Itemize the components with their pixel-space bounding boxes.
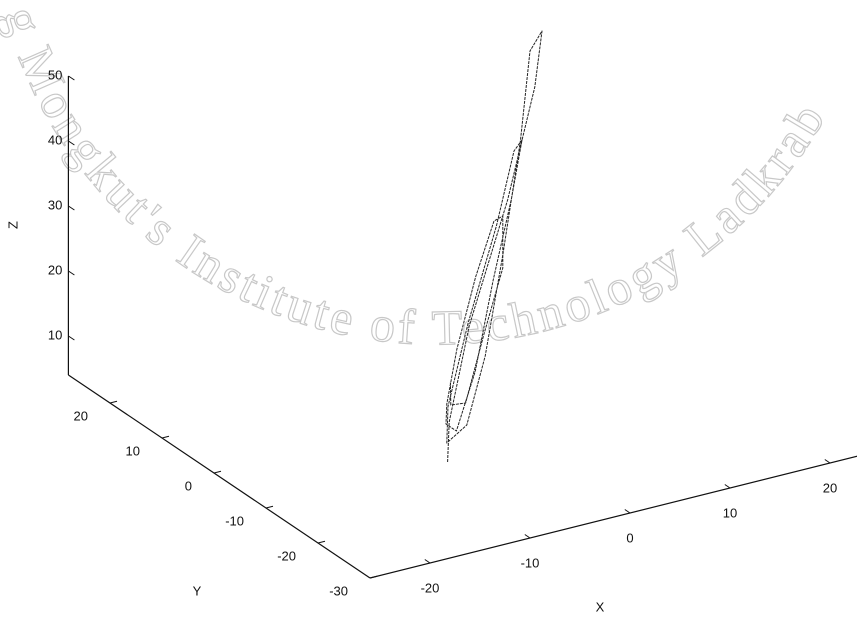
x-tick-label: 10 <box>723 505 737 520</box>
y-tick-label: 20 <box>74 408 88 423</box>
z-tick-label: 50 <box>48 67 62 82</box>
x-tick <box>725 485 730 489</box>
x-tick <box>625 510 630 514</box>
x-tick-label: -20 <box>421 580 440 595</box>
watermark: g Mongkut's Institute of Technology Ladk… <box>0 0 837 356</box>
y-tick-label: -30 <box>329 583 348 598</box>
z-tick <box>68 206 74 210</box>
y-axis-label: Y <box>193 583 202 598</box>
z-tick-label: 30 <box>48 197 62 212</box>
x-tick-label: 20 <box>823 480 837 495</box>
y-tick <box>318 541 325 543</box>
z-axis-label: Z <box>5 221 20 229</box>
chart: g Mongkut's Institute of Technology Ladk… <box>0 0 857 622</box>
y-axis <box>68 375 370 578</box>
x-tick <box>825 460 830 464</box>
trajectory <box>446 31 542 462</box>
y-tick-label: -10 <box>225 513 244 528</box>
z-tick-label: 20 <box>48 262 62 277</box>
y-tick <box>162 436 169 438</box>
x-tick <box>425 560 430 564</box>
z-tick-label: 40 <box>48 132 62 147</box>
x-tick <box>525 535 530 539</box>
y-tick <box>110 401 117 403</box>
y-tick-label: 0 <box>185 478 192 493</box>
z-tick <box>68 271 74 275</box>
y-tick-label: -20 <box>277 548 296 563</box>
y-tick-label: 10 <box>126 443 140 458</box>
z-tick-label: 10 <box>48 327 62 342</box>
z-tick <box>68 336 74 340</box>
x-tick-label: 0 <box>626 530 633 545</box>
x-axis <box>370 456 857 579</box>
y-tick <box>214 471 221 473</box>
x-tick-label: -10 <box>521 555 540 570</box>
x-axis-label: X <box>596 599 605 614</box>
y-tick <box>266 506 273 508</box>
watermark-text: g Mongkut's Institute of Technology Ladk… <box>0 0 837 356</box>
page: {"watermark": "g Mongkut's Institute of … <box>0 0 857 622</box>
